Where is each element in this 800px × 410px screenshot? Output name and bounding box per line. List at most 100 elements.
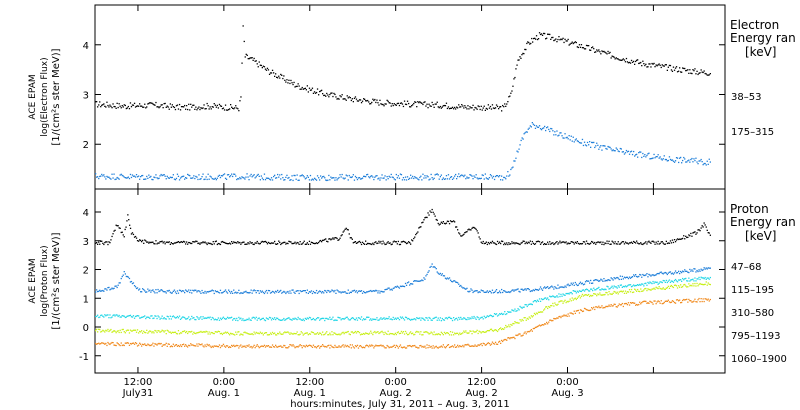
data-point bbox=[635, 289, 637, 291]
data-point bbox=[638, 152, 640, 154]
data-point bbox=[223, 241, 226, 244]
data-point bbox=[439, 105, 441, 108]
data-point bbox=[657, 272, 659, 275]
data-point bbox=[438, 178, 440, 180]
data-point bbox=[505, 313, 507, 316]
data-point bbox=[113, 314, 115, 316]
data-point bbox=[602, 294, 604, 296]
data-point bbox=[384, 103, 386, 105]
data-point bbox=[706, 284, 708, 286]
data-point bbox=[517, 151, 519, 153]
data-point bbox=[173, 289, 176, 291]
data-point bbox=[470, 229, 472, 231]
data-point bbox=[430, 265, 432, 268]
data-point bbox=[240, 243, 242, 245]
data-point bbox=[653, 282, 655, 284]
data-point bbox=[563, 41, 565, 44]
data-point bbox=[225, 345, 228, 347]
data-point bbox=[650, 282, 652, 284]
data-point bbox=[421, 179, 423, 181]
data-point bbox=[122, 344, 124, 346]
electron-legend-entry: 38–53 bbox=[731, 92, 761, 103]
data-point bbox=[172, 174, 174, 176]
data-point bbox=[400, 285, 403, 288]
data-point bbox=[676, 299, 679, 301]
data-point bbox=[446, 220, 449, 222]
data-point bbox=[642, 290, 644, 292]
data-point bbox=[158, 290, 160, 293]
data-point bbox=[138, 105, 140, 107]
data-point bbox=[134, 329, 137, 331]
data-point bbox=[131, 232, 134, 234]
data-point bbox=[171, 292, 173, 294]
data-point bbox=[579, 290, 582, 292]
data-point bbox=[637, 156, 639, 158]
data-point bbox=[360, 243, 363, 246]
data-point bbox=[485, 291, 487, 293]
data-point bbox=[434, 334, 436, 336]
data-point bbox=[637, 304, 639, 306]
data-point bbox=[293, 318, 295, 320]
data-point bbox=[648, 63, 650, 65]
data-point bbox=[546, 321, 548, 324]
data-point bbox=[439, 272, 441, 275]
data-point bbox=[347, 229, 349, 231]
data-point bbox=[290, 241, 292, 243]
data-point bbox=[466, 344, 468, 346]
data-point bbox=[503, 339, 505, 341]
data-point bbox=[581, 310, 584, 313]
data-point bbox=[391, 176, 393, 178]
data-point bbox=[324, 289, 326, 292]
data-point bbox=[447, 316, 450, 319]
data-point bbox=[440, 107, 442, 109]
data-point bbox=[238, 347, 240, 349]
data-point bbox=[501, 312, 503, 315]
data-point bbox=[384, 243, 386, 246]
data-point bbox=[132, 282, 135, 284]
proton-series-47–68 bbox=[95, 208, 711, 246]
data-point bbox=[375, 101, 377, 104]
data-point bbox=[354, 241, 357, 243]
data-point bbox=[511, 337, 513, 339]
data-point bbox=[311, 178, 314, 180]
data-point bbox=[530, 315, 532, 317]
data-point bbox=[287, 331, 289, 333]
data-point bbox=[601, 279, 603, 281]
data-point bbox=[148, 242, 150, 244]
data-point bbox=[259, 346, 261, 348]
data-point bbox=[416, 346, 418, 348]
data-point bbox=[392, 345, 394, 347]
data-point bbox=[526, 131, 528, 133]
data-point bbox=[178, 315, 181, 317]
data-point bbox=[411, 318, 413, 321]
data-point bbox=[546, 306, 548, 308]
data-point bbox=[621, 241, 623, 243]
data-point bbox=[336, 333, 338, 336]
electron-ylabel-line: [1/(cm²s ster MeV)] bbox=[51, 48, 62, 145]
data-point bbox=[191, 344, 193, 346]
data-point bbox=[526, 288, 528, 290]
data-point bbox=[667, 299, 669, 301]
data-point bbox=[147, 316, 149, 318]
data-point bbox=[598, 148, 600, 150]
data-point bbox=[486, 243, 488, 246]
data-point bbox=[697, 299, 699, 301]
data-point bbox=[682, 67, 684, 69]
data-point bbox=[707, 277, 709, 279]
data-point bbox=[451, 319, 454, 322]
data-point bbox=[327, 179, 329, 181]
data-point bbox=[636, 59, 638, 61]
data-point bbox=[356, 292, 359, 294]
data-point bbox=[128, 332, 131, 334]
data-point bbox=[370, 103, 372, 105]
data-point bbox=[647, 288, 649, 290]
data-point bbox=[143, 289, 145, 291]
data-point bbox=[686, 69, 688, 72]
data-point bbox=[172, 243, 174, 245]
data-point bbox=[488, 243, 491, 245]
data-point bbox=[626, 242, 629, 244]
data-point bbox=[507, 171, 509, 173]
data-point bbox=[514, 321, 516, 323]
data-point bbox=[284, 331, 286, 333]
data-point bbox=[248, 292, 250, 294]
